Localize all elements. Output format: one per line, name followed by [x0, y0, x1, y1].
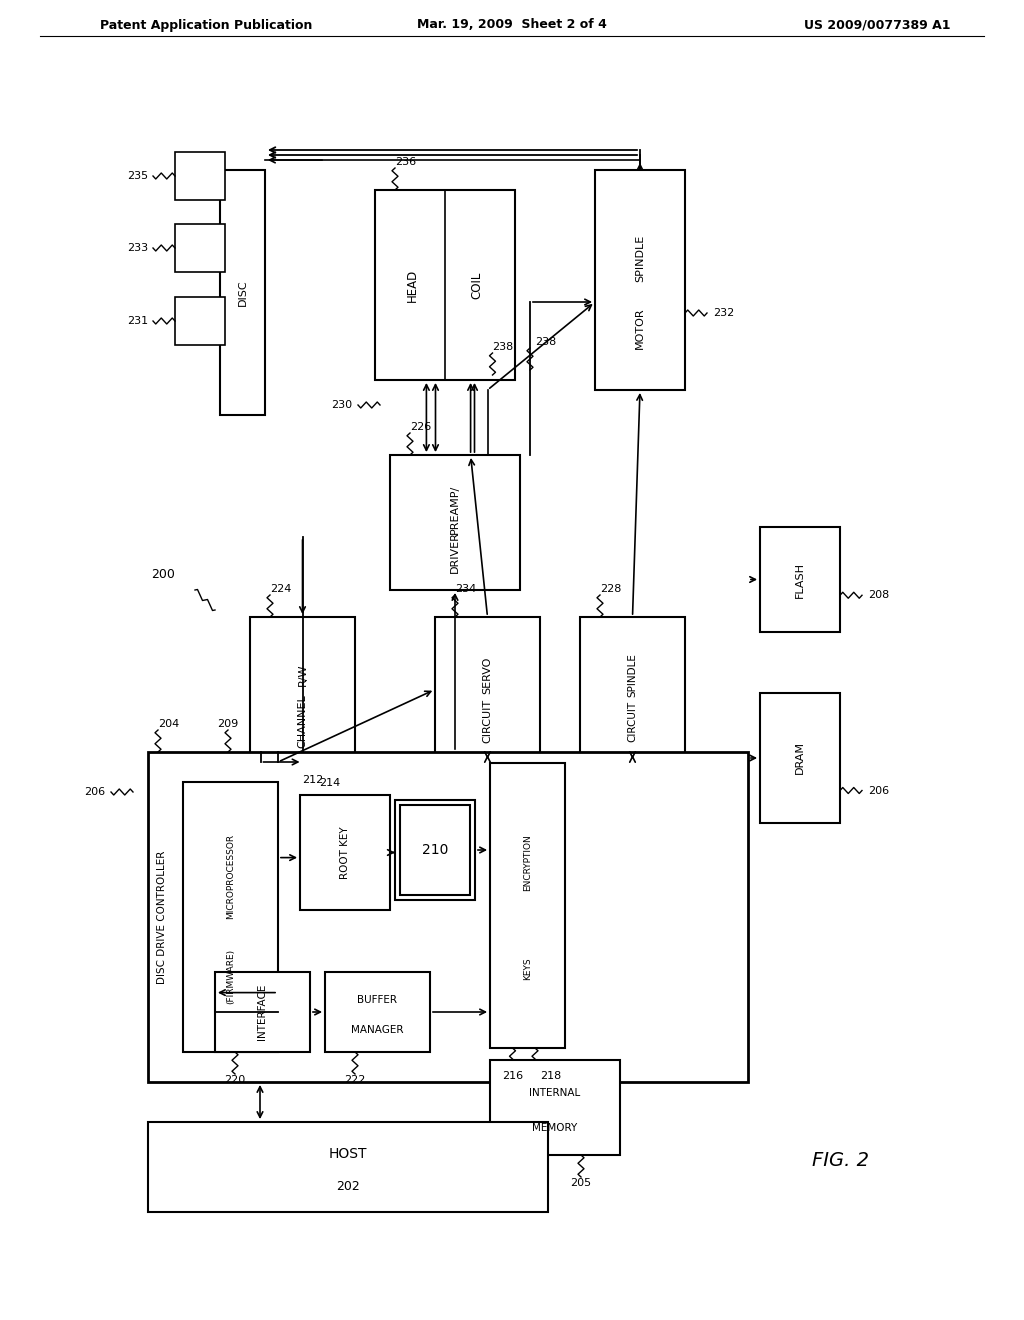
Text: 216: 216	[502, 1071, 523, 1081]
Text: 205: 205	[570, 1177, 592, 1188]
Text: FIG. 2: FIG. 2	[811, 1151, 868, 1170]
Text: CIRCUIT: CIRCUIT	[482, 700, 493, 743]
FancyBboxPatch shape	[300, 795, 390, 909]
Text: 200: 200	[152, 569, 175, 582]
Text: Patent Application Publication: Patent Application Publication	[100, 18, 312, 32]
Text: 235: 235	[127, 172, 148, 181]
Text: 233: 233	[127, 243, 148, 253]
Text: PREAMP/: PREAMP/	[450, 484, 460, 533]
Text: MOTOR: MOTOR	[635, 308, 645, 350]
Text: US 2009/0077389 A1: US 2009/0077389 A1	[804, 18, 950, 32]
Text: CIRCUIT: CIRCUIT	[628, 701, 638, 742]
Text: 238: 238	[535, 337, 556, 347]
Text: INTERNAL: INTERNAL	[529, 1088, 581, 1098]
Text: KEYS: KEYS	[523, 957, 532, 979]
Text: CHANNEL: CHANNEL	[298, 694, 307, 748]
FancyBboxPatch shape	[175, 297, 225, 345]
Text: DRIVER: DRIVER	[450, 531, 460, 573]
Text: R/W: R/W	[298, 664, 307, 686]
Text: 214: 214	[319, 777, 341, 788]
FancyBboxPatch shape	[183, 781, 278, 1052]
FancyBboxPatch shape	[175, 152, 225, 201]
FancyBboxPatch shape	[375, 190, 515, 380]
Text: BUFFER: BUFFER	[357, 995, 397, 1005]
FancyBboxPatch shape	[760, 527, 840, 632]
FancyBboxPatch shape	[595, 170, 685, 389]
Text: 228: 228	[600, 583, 622, 594]
Text: 202: 202	[336, 1180, 359, 1193]
Text: 208: 208	[868, 590, 889, 601]
Text: MANAGER: MANAGER	[351, 1024, 403, 1035]
FancyBboxPatch shape	[490, 763, 565, 1048]
Text: 238: 238	[493, 342, 514, 352]
FancyBboxPatch shape	[395, 800, 475, 900]
Text: 222: 222	[344, 1074, 366, 1085]
Text: 210: 210	[422, 843, 449, 857]
Text: HOST: HOST	[329, 1147, 368, 1160]
Text: SPINDLE: SPINDLE	[628, 653, 638, 697]
FancyBboxPatch shape	[435, 616, 540, 762]
FancyBboxPatch shape	[220, 170, 265, 414]
Text: MICROPROCESSOR: MICROPROCESSOR	[226, 834, 234, 919]
FancyBboxPatch shape	[325, 972, 430, 1052]
Text: 231: 231	[127, 315, 148, 326]
Text: INTERFACE: INTERFACE	[257, 983, 267, 1040]
Text: 226: 226	[410, 422, 431, 432]
Text: 220: 220	[224, 1074, 246, 1085]
FancyBboxPatch shape	[250, 616, 355, 762]
Text: 206: 206	[84, 787, 105, 797]
Text: HEAD: HEAD	[407, 268, 419, 302]
Text: DISC: DISC	[238, 280, 248, 306]
Text: 230: 230	[331, 400, 352, 411]
Text: Mar. 19, 2009  Sheet 2 of 4: Mar. 19, 2009 Sheet 2 of 4	[417, 18, 607, 32]
FancyBboxPatch shape	[580, 616, 685, 762]
Text: SERVO: SERVO	[482, 656, 493, 694]
Text: 232: 232	[713, 308, 734, 318]
FancyBboxPatch shape	[490, 1060, 620, 1155]
Text: ENCRYPTION: ENCRYPTION	[523, 834, 532, 891]
Text: ROOT KEY: ROOT KEY	[340, 826, 350, 879]
Text: 236: 236	[395, 157, 416, 168]
Text: 204: 204	[158, 719, 179, 729]
FancyBboxPatch shape	[175, 224, 225, 272]
Text: FLASH: FLASH	[795, 561, 805, 598]
Text: 218: 218	[540, 1071, 561, 1081]
FancyBboxPatch shape	[148, 752, 748, 1082]
Text: MEMORY: MEMORY	[532, 1123, 578, 1134]
Text: 224: 224	[270, 583, 292, 594]
FancyBboxPatch shape	[215, 972, 310, 1052]
Text: (FIRMWARE): (FIRMWARE)	[226, 949, 234, 1005]
Text: 212: 212	[302, 775, 324, 785]
Text: SPINDLE: SPINDLE	[635, 235, 645, 281]
FancyBboxPatch shape	[760, 693, 840, 822]
Text: COIL: COIL	[471, 272, 483, 298]
Text: 209: 209	[217, 719, 239, 729]
Text: DRAM: DRAM	[795, 742, 805, 775]
FancyBboxPatch shape	[400, 805, 470, 895]
FancyBboxPatch shape	[390, 455, 520, 590]
FancyBboxPatch shape	[148, 1122, 548, 1212]
Text: DISC DRIVE CONTROLLER: DISC DRIVE CONTROLLER	[157, 850, 167, 983]
Text: 206: 206	[868, 785, 889, 796]
Text: 234: 234	[455, 583, 476, 594]
